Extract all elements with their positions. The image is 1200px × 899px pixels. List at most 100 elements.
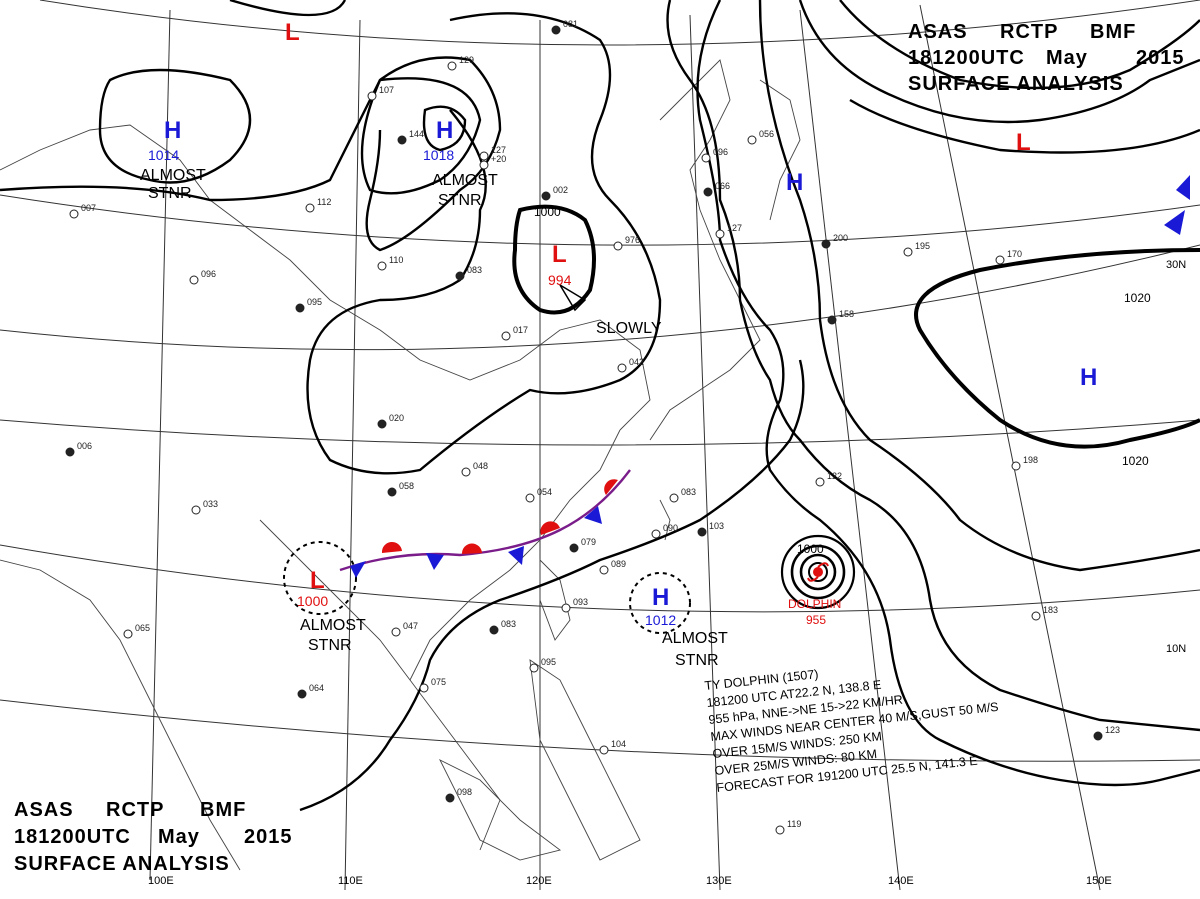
station-pressure: 198 (1023, 455, 1038, 465)
station-marker (297, 689, 307, 699)
header-bottom-left: ASAS RCTP BMF 181200UTC May 2015 SURFACE… (14, 799, 292, 875)
isobar-value: 1000 (797, 542, 824, 556)
station-marker (1093, 731, 1103, 741)
warm-front-bump (381, 541, 402, 553)
warm-front-bump (461, 543, 482, 554)
low-center-letter: L (285, 19, 300, 46)
station-marker (815, 477, 825, 487)
station-pressure: 096 (713, 147, 728, 157)
station-marker (455, 271, 465, 281)
header-source: ASAS (908, 21, 968, 43)
station-pressure: 079 (581, 537, 596, 547)
system-motion-label: ALMOST (140, 167, 206, 184)
station-marker (747, 135, 757, 145)
station-marker (669, 493, 679, 503)
station-marker (305, 203, 315, 213)
station-marker (447, 61, 457, 71)
header-time: 181200UTC (14, 826, 131, 848)
longitude-label: 110E (338, 875, 363, 887)
typhoon-info: TY DOLPHIN (1507) 181200 UTC AT22.2 N, 1… (704, 667, 999, 795)
station-marker (651, 529, 661, 539)
station-pressure: 083 (681, 487, 696, 497)
station-pressure: 112 (317, 197, 331, 207)
station-pressure: 158 (839, 309, 854, 319)
high-center-letter: H (786, 169, 803, 196)
station-marker (65, 447, 75, 457)
cold-front-barb (426, 553, 444, 570)
station-marker (599, 565, 609, 575)
latitude-grid (0, 0, 1200, 762)
station-marker (599, 745, 609, 755)
longitude-label: 130E (706, 875, 732, 887)
station-pressure: 090 (663, 523, 678, 533)
longitude-label: 100E (148, 875, 174, 887)
station-marker (377, 419, 387, 429)
system-motion-label: STNR (438, 192, 482, 209)
station-pressure: 123 (1105, 725, 1120, 735)
station-pressure: 054 (537, 487, 552, 497)
station-plots: 081129107144127+200021121100839760960661… (65, 19, 1120, 835)
cold-front-barb (508, 546, 524, 565)
station-pressure: 056 (759, 129, 774, 139)
station-pressure: 093 (573, 597, 588, 607)
station-marker (489, 625, 499, 635)
station-pressure: 122 (827, 471, 842, 481)
longitude-grid (149, 4, 1101, 891)
cold-front-barb (1176, 175, 1190, 200)
station-pressure: 002 (553, 185, 568, 195)
header-code: BMF (1090, 21, 1136, 43)
station-marker (479, 160, 489, 170)
station-marker (295, 303, 305, 313)
station-pressure: 083 (501, 619, 516, 629)
station-pressure: 095 (541, 657, 556, 667)
station-pressure: 098 (457, 787, 472, 797)
station-pressure: 033 (203, 499, 218, 509)
longitude-label: 140E (888, 875, 914, 887)
high-pressure-value: 1018 (423, 147, 454, 163)
typhoon-symbol (807, 562, 829, 582)
station-pressure: 081 (563, 19, 578, 29)
station-pressure: 075 (431, 677, 446, 687)
station-marker (387, 487, 397, 497)
station-pressure: 110 (389, 255, 403, 265)
system-motion-label: ALMOST (300, 617, 366, 634)
header-source: ASAS (14, 799, 74, 821)
system-motion-label: STNR (308, 637, 352, 654)
header-time: 181200UTC (908, 47, 1025, 69)
typhoon-pressure: 955 (806, 613, 826, 627)
station-marker (189, 275, 199, 285)
low-pressure-value: 1000 (297, 593, 328, 609)
high-center-letter: H (652, 584, 669, 611)
station-pressure: 047 (403, 621, 418, 631)
station-pressure: 058 (399, 481, 414, 491)
station-marker (525, 493, 535, 503)
station-marker (1011, 461, 1021, 471)
station-pressure: 020 (389, 413, 404, 423)
low-center-letter: L (552, 241, 567, 268)
high-pressure-value: 1012 (645, 612, 676, 628)
station-pressure: 976 (625, 235, 640, 245)
station-marker (995, 255, 1005, 265)
station-marker (397, 135, 407, 145)
pressure-systems: L H 1014 ALMOST STNR H 1018 ALMOST STNR … (140, 19, 1097, 669)
low-pressure-value: 994 (548, 272, 572, 288)
station-marker (561, 603, 571, 613)
station-marker (367, 91, 377, 101)
station-pressure: 065 (135, 623, 150, 633)
station-marker (419, 683, 429, 693)
cold-front-barb (350, 561, 366, 578)
station-marker (703, 187, 713, 197)
latitude-label: 30N (1166, 259, 1186, 271)
station-marker (445, 793, 455, 803)
station-marker (529, 663, 539, 673)
warm-front-bump (604, 479, 618, 495)
station-pressure: 064 (309, 683, 324, 693)
station-pressure: 017 (513, 325, 528, 335)
longitude-label: 120E (526, 875, 552, 887)
isobar-value: 1020 (1122, 454, 1149, 468)
header-station: RCTP (106, 799, 164, 821)
station-marker (715, 229, 725, 239)
high-center-letter: H (436, 117, 453, 144)
